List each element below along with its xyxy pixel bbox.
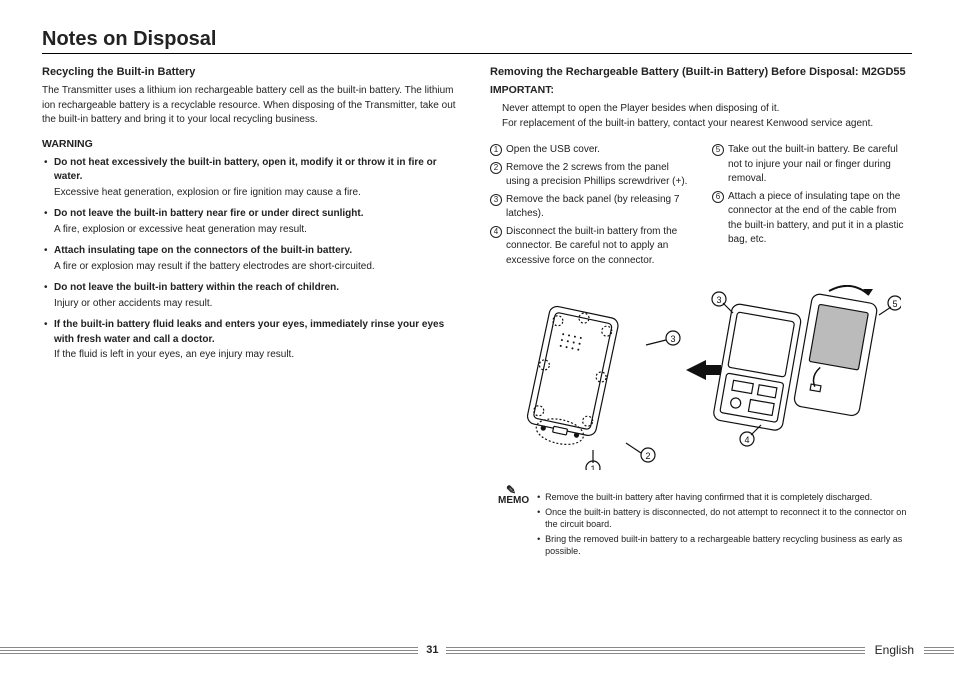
recycling-intro: The Transmitter uses a lithium ion recha… (42, 84, 462, 128)
svg-text:5: 5 (892, 299, 897, 309)
important-body: Never attempt to open the Player besides… (490, 101, 912, 131)
footer-bar-mid (446, 647, 864, 654)
svg-text:3: 3 (716, 295, 721, 305)
warning-heading: WARNING (42, 138, 462, 150)
left-column: Recycling the Built-in Battery The Trans… (42, 66, 462, 560)
step-item: 3Remove the back panel (by releasing 7 l… (490, 193, 690, 222)
memo-item: Remove the built-in battery after having… (537, 491, 912, 504)
warning-list: Do not heat excessively the built-in bat… (42, 156, 462, 363)
removal-heading: Removing the Rechargeable Battery (Built… (490, 66, 912, 78)
svg-text:3: 3 (670, 334, 675, 344)
memo-block: ✎ MEMO Remove the built-in battery after… (490, 491, 912, 560)
memo-item: Once the built-in battery is disconnecte… (537, 506, 912, 531)
steps-columns: 1Open the USB cover. 2Remove the 2 screw… (490, 143, 912, 271)
step-item: 5Take out the built-in battery. Be caref… (712, 143, 912, 187)
step-item: 1Open the USB cover. (490, 143, 690, 158)
steps-col-1: 1Open the USB cover. 2Remove the 2 screw… (490, 143, 690, 271)
step-item: 6Attach a piece of insulating tape on th… (712, 190, 912, 248)
warning-item: Attach insulating tape on the connectors… (42, 244, 462, 274)
svg-text:2: 2 (645, 451, 650, 461)
warning-item: Do not heat excessively the built-in bat… (42, 156, 462, 201)
memo-item: Bring the removed built-in battery to a … (537, 533, 912, 558)
warning-item: Do not leave the built-in battery near f… (42, 207, 462, 237)
step-item: 4Disconnect the built-in battery from th… (490, 225, 690, 269)
right-column: Removing the Rechargeable Battery (Built… (490, 66, 912, 560)
svg-text:1: 1 (590, 464, 595, 470)
memo-list: Remove the built-in battery after having… (537, 491, 912, 560)
footer-bar-left (0, 647, 418, 654)
footer-bar-right (924, 647, 954, 654)
memo-icon: ✎ (506, 483, 516, 497)
disassembly-diagram: 3 2 1 (490, 285, 912, 473)
page-title: Notes on Disposal (42, 28, 912, 54)
important-heading: IMPORTANT: (490, 84, 912, 96)
warning-item: If the built-in battery fluid leaks and … (42, 318, 462, 363)
warning-item: Do not leave the built-in battery within… (42, 281, 462, 311)
memo-label: ✎ MEMO (498, 491, 529, 560)
language-label: English (865, 643, 924, 657)
content-columns: Recycling the Built-in Battery The Trans… (42, 66, 912, 560)
page-number: 31 (418, 644, 446, 656)
step-item: 2Remove the 2 screws from the panel usin… (490, 161, 690, 190)
page-footer: 31 English (0, 643, 954, 657)
svg-text:4: 4 (744, 435, 749, 445)
recycling-heading: Recycling the Built-in Battery (42, 66, 462, 78)
steps-col-2: 5Take out the built-in battery. Be caref… (712, 143, 912, 271)
